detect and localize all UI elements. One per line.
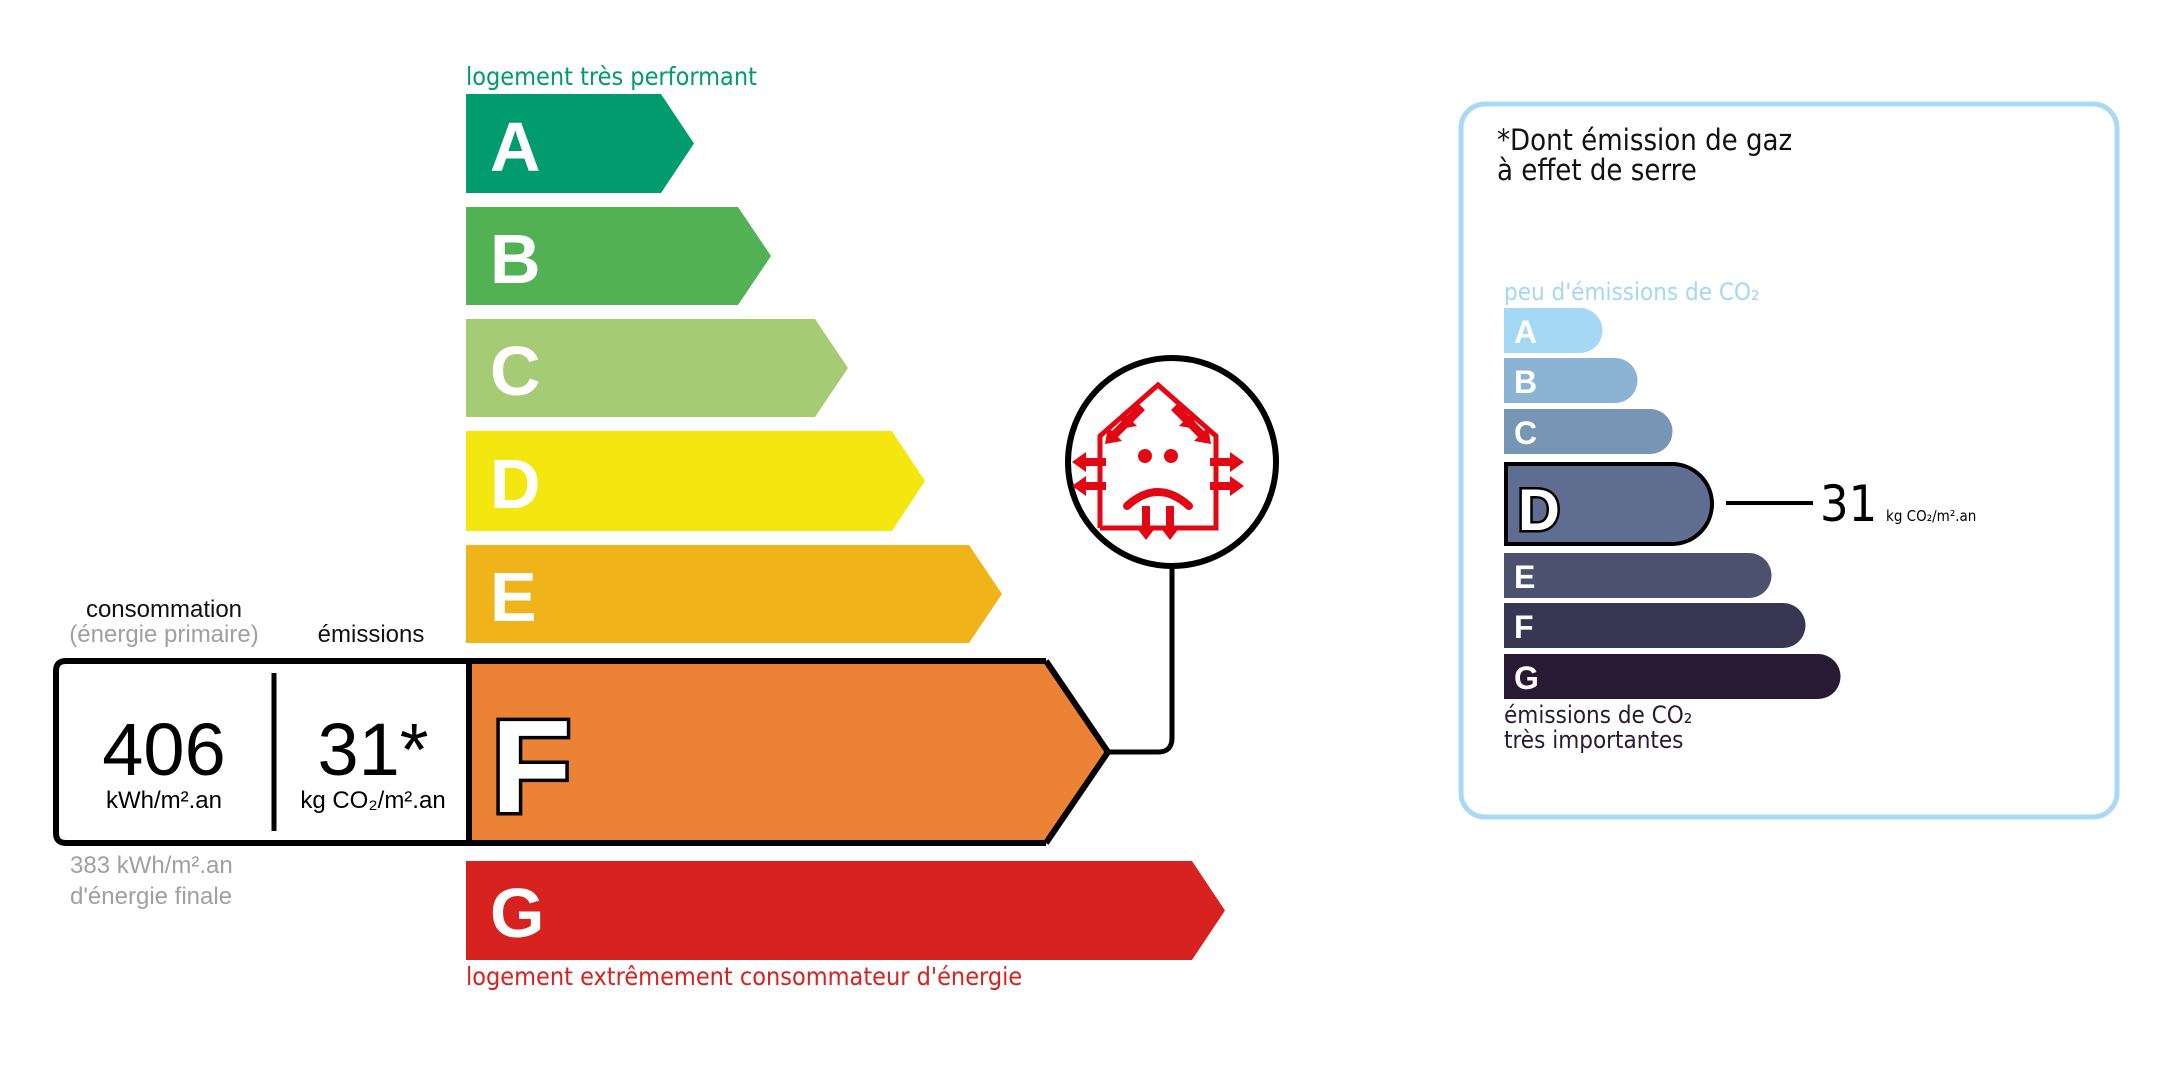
emissions-value: 31* [317,708,428,791]
energy-bar-b-letter: B [490,220,541,298]
energy-bar-f-shape [469,661,1108,843]
ges-bar-g-letter: G [1514,660,1539,696]
ges-bar-c: C [1504,409,1673,454]
energy-bar-c-shape [466,319,848,417]
ges-bar-a-shape [1504,308,1603,353]
ges-bar-f: F [1504,603,1806,648]
values-box-frame [53,658,472,846]
energy-bar-g: G [466,861,1225,960]
emissions-unit: kg CO₂/m².an [300,787,445,814]
ges-title-line2: à effet de serre [1497,153,1697,187]
ges-bar-e-shape [1504,553,1772,598]
values-box: 406 kWh/m².an 31* kg CO₂/m².an [53,658,472,846]
energy-bar-a: A [466,94,694,193]
ges-title-line1: *Dont émission de gaz [1497,123,1792,157]
icon-connector [1108,566,1175,755]
ges-bottom-label-line1: émissions de CO₂ [1504,701,1692,729]
consumption-unit: kWh/m².an [106,787,222,814]
energy-bar-a-letter: A [490,108,541,186]
house-heat-loss-sad-face-icon [1065,355,1279,569]
energy-bar-d-shape [466,431,925,531]
energy-bar-d: D [466,431,925,531]
ges-bar-c-letter: C [1514,415,1537,451]
ges-bar-a: A [1504,308,1603,353]
ges-bar-g-shape [1504,654,1841,699]
energy-bar-e-letter: E [490,558,537,636]
energy-bar-g-shape [466,861,1225,960]
energy-bar-e: E [466,545,1002,643]
ges-bar-e: E [1504,553,1772,598]
ges-bar-b-letter: B [1514,364,1537,400]
ges-bar-b: B [1504,358,1638,403]
energy-bar-f-border [469,658,1046,846]
emissions-label: émissions [318,621,425,648]
final-energy-value: 383 kWh/m².an [70,852,233,879]
ges-bar-b-shape [1504,358,1638,403]
energy-bar-d-letter: D [490,445,541,523]
ges-unit: kg CO₂/m².an [1886,507,1976,525]
ges-bottom-label-line2: très importantes [1504,726,1683,754]
ges-bar-g: G [1504,654,1841,699]
ges-bar-d-shape [1504,462,1714,546]
ges-top-label: peu d'émissions de CO₂ [1504,278,1760,306]
ges-bar-c-shape [1504,409,1673,454]
ges-bar-d-letter: D [1518,478,1560,543]
energy-bar-c: C [466,319,848,417]
ges-bar-e-letter: E [1514,559,1535,595]
ges-bar-f-shape [1504,603,1806,648]
energy-bar-f-current: F [469,658,1112,846]
energy-bottom-label: logement extrêmement consommateur d'éner… [466,962,1022,991]
ges-bar-f-letter: F [1514,609,1534,645]
ges-value: 31 [1820,475,1877,533]
consumption-sublabel: (énergie primaire) [69,621,258,648]
consumption-value: 406 [102,708,225,791]
energy-bar-g-letter: G [490,874,544,952]
energy-bar-a-shape [466,94,694,193]
final-energy-label: d'énergie finale [70,883,232,910]
energy-bar-c-letter: C [490,332,541,410]
energy-bar-e-shape [466,545,1002,643]
energy-bar-f-letter: F [491,693,572,840]
ges-bar-a-letter: A [1514,314,1537,350]
energy-bar-b-shape [466,207,771,305]
energy-top-label: logement très performant [466,62,757,91]
consumption-label: consommation [86,596,242,623]
energy-bar-b: B [466,207,771,305]
ges-bar-d-current: D 31 kg CO₂/m².an [1504,462,1976,546]
